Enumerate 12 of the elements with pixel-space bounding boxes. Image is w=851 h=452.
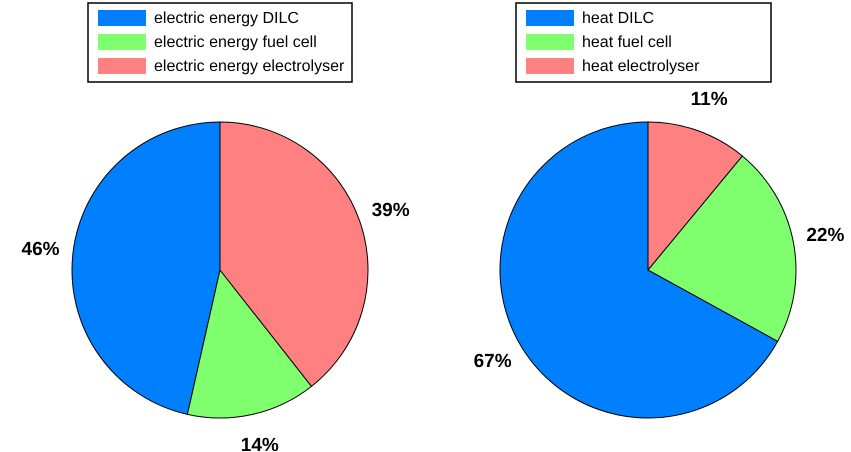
data-label: 67% (474, 350, 512, 372)
legend-label: electric energy fuel cell (154, 34, 317, 52)
legend-label: heat electrolyser (582, 58, 700, 76)
legend-label: heat fuel cell (582, 34, 672, 52)
legend-label: heat DILC (582, 10, 654, 28)
data-label: 39% (372, 200, 410, 221)
data-label: 22% (806, 225, 844, 246)
data-label: 14% (240, 435, 279, 452)
legend-label: electric energy DILC (154, 10, 299, 28)
legend-label: electric energy electrolyser (154, 58, 345, 76)
data-label: 11% (690, 89, 728, 110)
data-label: 46% (22, 239, 60, 260)
